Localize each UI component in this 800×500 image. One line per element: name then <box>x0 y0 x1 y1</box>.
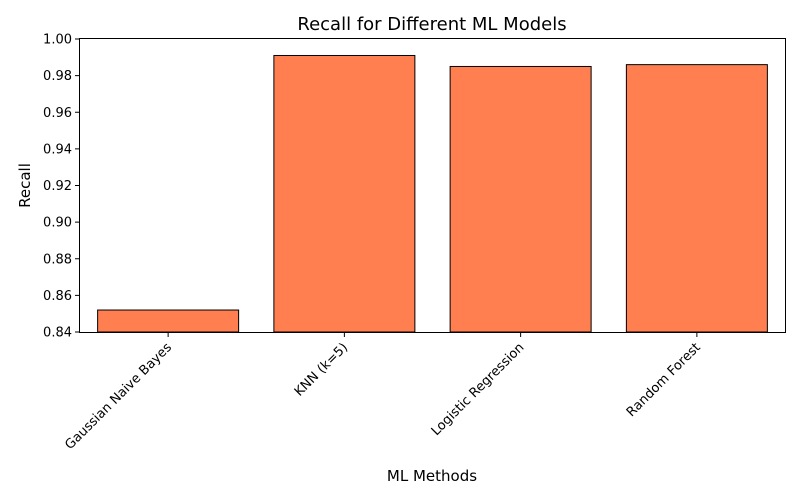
chart-title: Recall for Different ML Models <box>297 14 566 35</box>
y-tick-label: 0.90 <box>43 216 72 231</box>
x-tick-label: Logistic Regression <box>429 340 528 439</box>
x-axis-ticks: Gaussian Naive Bayes KNN (k=5) Logistic Re… <box>62 332 704 453</box>
bar <box>449 65 592 333</box>
y-tick-label: 0.98 <box>43 69 72 84</box>
x-tick-label: Random Forest <box>624 340 704 420</box>
y-tick-label: 0.86 <box>43 289 72 304</box>
x-axis-title: ML Methods <box>387 467 477 485</box>
bar <box>273 54 416 333</box>
y-tick-label: 0.92 <box>43 179 72 194</box>
y-tick-label: 1.00 <box>43 33 72 48</box>
y-tick-label: 0.84 <box>43 326 72 341</box>
plot-frame <box>79 38 786 333</box>
y-axis-ticks: 0.84 0.86 0.88 0.90 0.92 0.94 0.96 0.98 1.00 <box>43 33 80 341</box>
bar <box>97 309 240 333</box>
bar <box>625 64 768 333</box>
y-tick-label: 0.88 <box>43 252 72 267</box>
x-tick-label: KNN (k=5) <box>292 340 351 399</box>
y-axis-title: Recall <box>16 163 34 208</box>
bars-group <box>97 54 768 333</box>
x-tick-label: Gaussian Naive Bayes <box>62 340 175 453</box>
y-tick-label: 0.94 <box>43 142 72 157</box>
y-tick-label: 0.96 <box>43 106 72 121</box>
